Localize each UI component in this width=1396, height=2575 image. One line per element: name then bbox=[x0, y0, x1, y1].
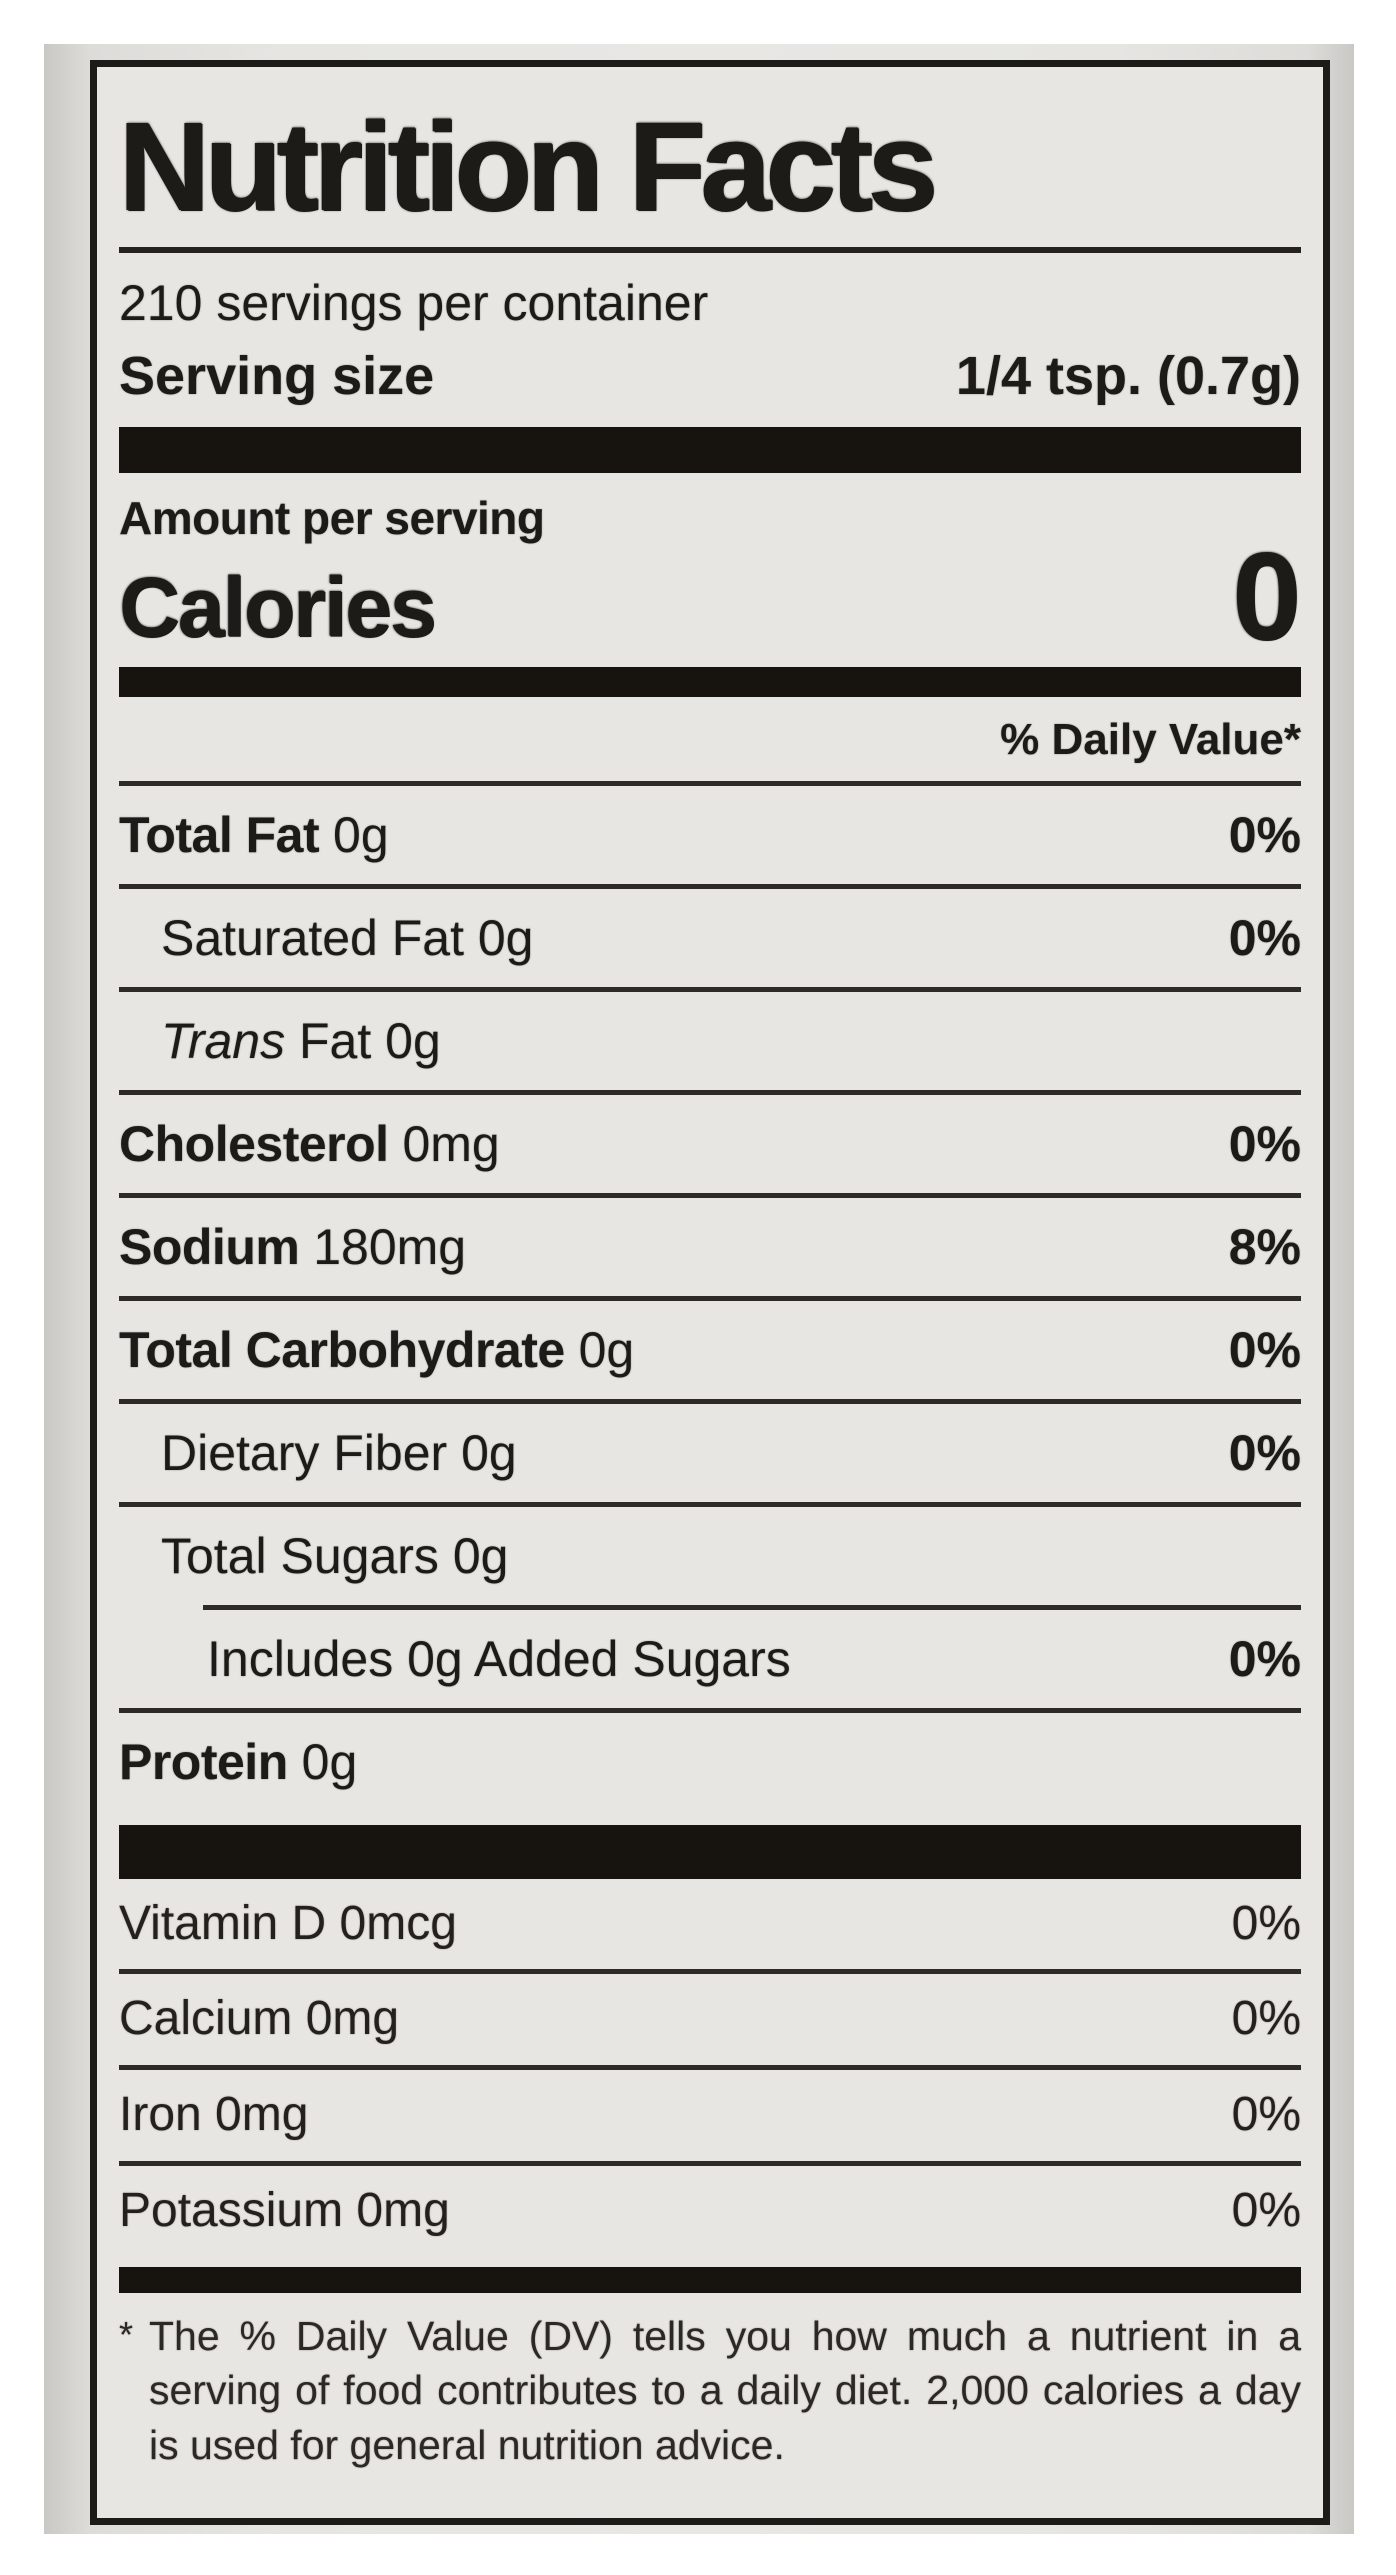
nutrient-name: Total Fat 0g bbox=[119, 806, 389, 863]
daily-value-header: % Daily Value* bbox=[119, 697, 1301, 786]
daily-value-footnote: * The % Daily Value (DV) tells you how m… bbox=[119, 2293, 1301, 2473]
row-divider bbox=[119, 1192, 1301, 1198]
nutrient-row: Includes 0g Added Sugars 0% bbox=[119, 1610, 1301, 1708]
nutrient-row: Dietary Fiber 0g 0% bbox=[119, 1404, 1301, 1502]
daily-value-percent: 0% bbox=[1228, 1321, 1301, 1378]
section-bar-protein bbox=[119, 1824, 1301, 1879]
footnote-text: The % Daily Value (DV) tells you how muc… bbox=[149, 2312, 1301, 2468]
nutrient-rows: Total Fat 0g 0% Saturated Fat 0g 0% Trans Fa… bbox=[119, 786, 1301, 1811]
nutrient-row: Saturated Fat 0g 0% bbox=[119, 889, 1301, 987]
serving-size-label: Serving size bbox=[119, 346, 435, 407]
daily-value-percent: 0% bbox=[1228, 1630, 1301, 1687]
row-divider bbox=[119, 1295, 1301, 1301]
daily-value-percent: 0% bbox=[1231, 2184, 1301, 2238]
section-bar-bottom bbox=[119, 2266, 1301, 2293]
row-divider bbox=[119, 2161, 1301, 2167]
footnote-asterisk: * bbox=[119, 2313, 134, 2355]
vitamin-row: Calcium 0mg 0% bbox=[119, 1974, 1301, 2065]
servings-per-container: 210 servings per container bbox=[119, 275, 709, 332]
nutrient-name: Includes 0g Added Sugars bbox=[207, 1630, 791, 1687]
row-divider bbox=[119, 1089, 1301, 1095]
nutrient-name: Total Carbohydrate 0g bbox=[119, 1321, 635, 1378]
nutrient-name: Sodium 180mg bbox=[119, 1218, 467, 1275]
row-divider bbox=[119, 986, 1301, 992]
row-divider bbox=[203, 1604, 1301, 1610]
daily-value-percent: 8% bbox=[1228, 1218, 1301, 1275]
daily-value-percent: 0% bbox=[1228, 806, 1301, 863]
nutrient-row: Total Fat 0g 0% bbox=[119, 786, 1301, 884]
nutrition-facts-label: Nutrition Facts 210 servings per contain… bbox=[90, 60, 1330, 2525]
nutrient-row: Sodium 180mg 8% bbox=[119, 1198, 1301, 1296]
nutrient-name: Vitamin D 0mcg bbox=[119, 1896, 457, 1950]
nutrient-row: Protein 0g bbox=[119, 1713, 1301, 1811]
daily-value-percent: 0% bbox=[1228, 1115, 1301, 1172]
nutrient-name: Total Sugars 0g bbox=[161, 1527, 509, 1584]
row-divider bbox=[119, 883, 1301, 889]
section-bar-calories bbox=[119, 666, 1301, 697]
vitamin-row: Potassium 0mg 0% bbox=[119, 2166, 1301, 2257]
vitamin-row: Iron 0mg 0% bbox=[119, 2070, 1301, 2161]
nutrient-name: Trans Fat 0g bbox=[161, 1012, 441, 1069]
row-divider bbox=[119, 1969, 1301, 1975]
calories-label: Calories bbox=[119, 559, 436, 654]
calories-value: 0 bbox=[1232, 528, 1301, 667]
nutrient-name: Iron 0mg bbox=[119, 2088, 309, 2142]
section-bar-top bbox=[119, 427, 1301, 474]
nutrient-name: Potassium 0mg bbox=[119, 2184, 450, 2238]
nutrient-row: Total Sugars 0g bbox=[119, 1507, 1301, 1605]
vitamin-row: Vitamin D 0mcg 0% bbox=[119, 1879, 1301, 1970]
nutrient-row: Total Carbohydrate 0g 0% bbox=[119, 1301, 1301, 1399]
nutrient-row: Cholesterol 0mg 0% bbox=[119, 1095, 1301, 1193]
calories-row: Calories 0 bbox=[119, 528, 1301, 667]
label-title: Nutrition Facts bbox=[119, 96, 938, 237]
row-divider bbox=[119, 1501, 1301, 1507]
nutrient-name: Dietary Fiber 0g bbox=[161, 1424, 517, 1481]
serving-size-row: Serving size 1/4 tsp. (0.7g) bbox=[119, 337, 1301, 427]
nutrient-name: Cholesterol 0mg bbox=[119, 1115, 500, 1172]
daily-value-percent: 0% bbox=[1231, 1896, 1301, 1950]
daily-value-percent: 0% bbox=[1228, 1424, 1301, 1481]
nutrient-name: Calcium 0mg bbox=[119, 1992, 400, 2046]
serving-size-value: 1/4 tsp. (0.7g) bbox=[955, 346, 1301, 407]
row-divider bbox=[119, 2065, 1301, 2071]
daily-value-percent: 0% bbox=[1231, 1992, 1301, 2046]
row-divider bbox=[119, 1707, 1301, 1713]
row-divider bbox=[119, 1398, 1301, 1404]
nutrient-name: Saturated Fat 0g bbox=[161, 909, 534, 966]
nutrient-row: Trans Fat 0g bbox=[119, 992, 1301, 1090]
vitamin-rows: Vitamin D 0mcg 0% Calcium 0mg 0% Iron 0mg 0% P… bbox=[119, 1879, 1301, 2257]
nutrient-name: Protein 0g bbox=[119, 1733, 358, 1790]
daily-value-percent: 0% bbox=[1228, 909, 1301, 966]
amount-per-serving: Amount per serving bbox=[119, 492, 545, 545]
title-divider bbox=[119, 247, 1301, 254]
daily-value-percent: 0% bbox=[1231, 2088, 1301, 2142]
